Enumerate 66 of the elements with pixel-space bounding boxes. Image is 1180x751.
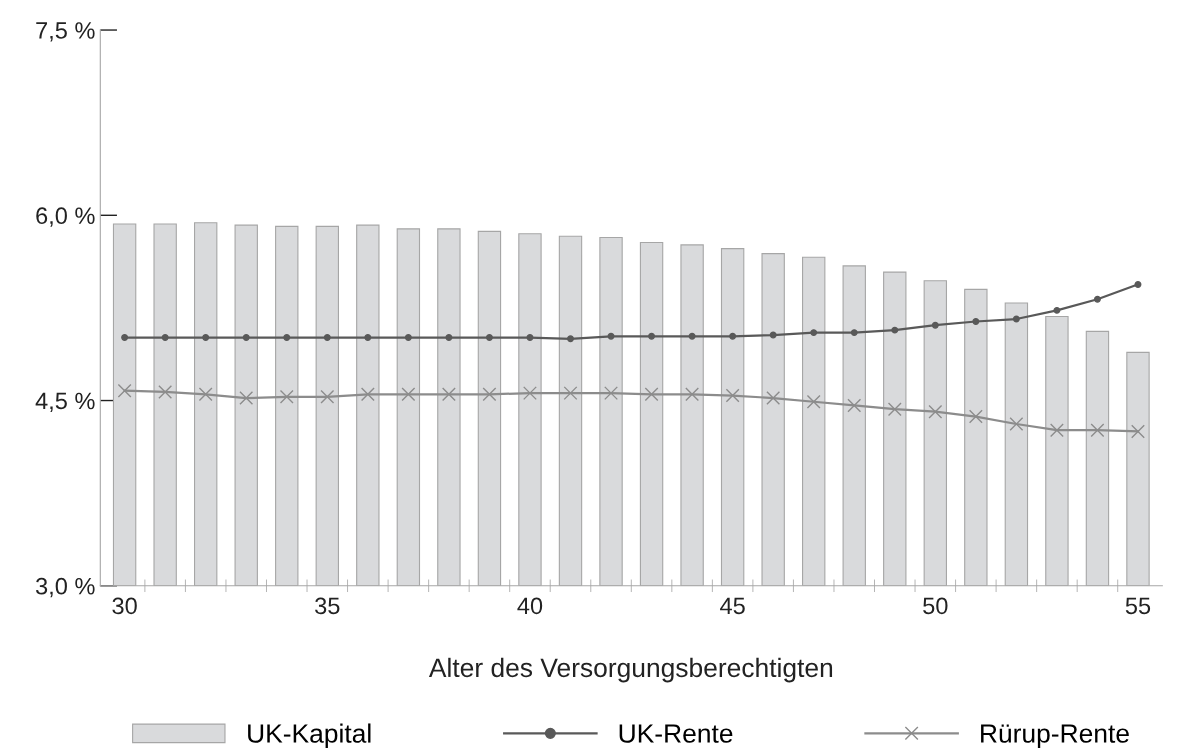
- point: [526, 334, 534, 342]
- x-tick-label: 45: [720, 597, 745, 615]
- point: [1131, 424, 1145, 439]
- point: [891, 326, 899, 334]
- point: [121, 334, 129, 342]
- y-tick-label: 6,0 %: [36, 207, 95, 227]
- y-tick-label: 3,0 %: [35, 577, 95, 598]
- point: [1134, 280, 1142, 288]
- x-tick-label: 40: [517, 597, 543, 615]
- point: [158, 384, 173, 399]
- x-axis-title: Alter des Versorgungsberechtigten: [428, 657, 833, 683]
- y-tick-label: 4,5 %: [35, 392, 95, 413]
- point: [931, 321, 939, 329]
- point: [364, 334, 372, 342]
- point: [198, 387, 213, 402]
- point: [766, 391, 781, 406]
- point: [161, 334, 169, 342]
- point: [485, 334, 493, 342]
- point: [729, 332, 737, 340]
- point: [242, 334, 250, 342]
- point: [928, 404, 943, 419]
- point: [401, 387, 416, 402]
- point: [847, 398, 862, 413]
- x-tick-label: 50: [923, 597, 948, 615]
- x-tick-label: 35: [315, 597, 340, 615]
- point: [685, 387, 700, 402]
- x-tick-label: 55: [1125, 597, 1151, 615]
- point: [320, 389, 335, 404]
- legend-label: Rürup-Rente: [981, 724, 1129, 749]
- point: [648, 332, 656, 340]
- point: [323, 334, 331, 342]
- point: [279, 389, 294, 404]
- point: [644, 387, 659, 402]
- point: [239, 391, 254, 406]
- point: [1090, 423, 1105, 438]
- point: [1012, 315, 1020, 323]
- point: [117, 383, 132, 398]
- point: [725, 388, 740, 403]
- point: [1009, 417, 1024, 431]
- point: [887, 402, 902, 417]
- legend-label: UK-Rente: [619, 724, 733, 743]
- point: [482, 387, 497, 402]
- point: [445, 334, 453, 342]
- point: [607, 332, 615, 340]
- point: [283, 334, 291, 342]
- point: [850, 329, 858, 337]
- point: [604, 386, 618, 401]
- point: [1093, 295, 1101, 303]
- legend-label: UK-Kapital: [248, 723, 371, 749]
- point: [1049, 423, 1064, 438]
- point: [1053, 306, 1061, 314]
- point: [806, 394, 821, 409]
- point: [567, 335, 574, 343]
- x-tick-label: 30: [112, 597, 137, 615]
- point: [810, 329, 818, 337]
- point: [563, 386, 578, 401]
- point: [360, 387, 375, 402]
- point: [202, 334, 210, 342]
- y-tick-label: 7,5 %: [36, 22, 95, 42]
- point: [968, 409, 983, 424]
- point: [404, 334, 412, 342]
- point: [688, 332, 696, 340]
- point: [441, 387, 456, 402]
- point: [523, 386, 537, 401]
- point: [972, 318, 980, 325]
- point: [769, 331, 777, 339]
